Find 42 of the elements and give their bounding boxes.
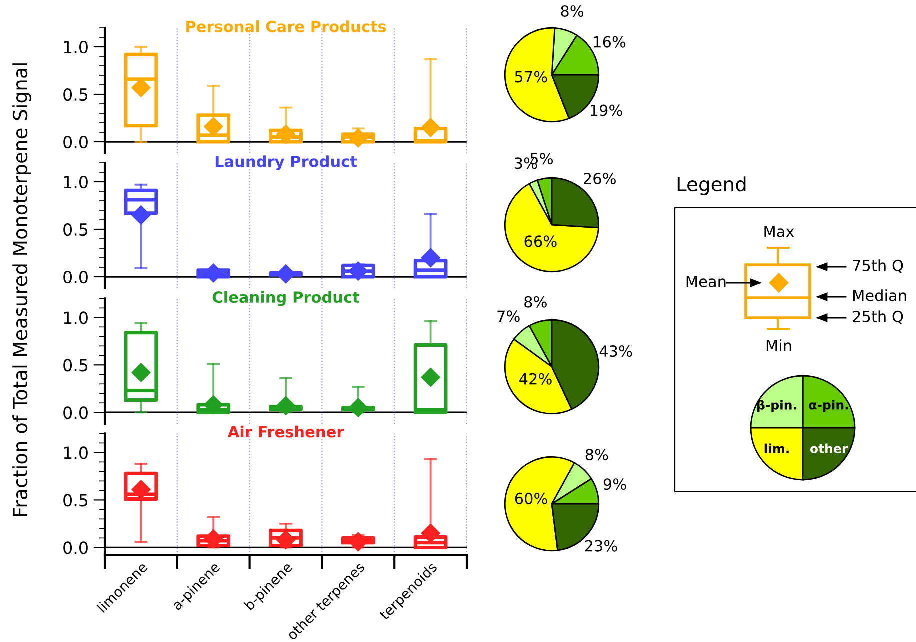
y-tick-label: 0.0	[64, 136, 88, 149]
y-axis-title: Fraction of Total Measured Monoterpene Signal	[12, 64, 32, 516]
y-tick-label: 0.5	[64, 223, 88, 236]
y-tick-label: 0.5	[64, 494, 88, 507]
chart-title: Air Freshener	[228, 426, 344, 438]
data-label: 60%	[515, 492, 548, 504]
y-tick-label: 0.0	[64, 270, 88, 284]
data-label: 42%	[520, 373, 552, 385]
chart-title: Laundry Product	[216, 156, 358, 171]
y-tick-label: 1.0	[64, 176, 88, 189]
data-label: 8%	[524, 296, 547, 308]
chart-title: Personal Care Products	[186, 20, 386, 32]
slice-label: lim.	[764, 444, 789, 454]
data-label: 19%	[590, 104, 622, 116]
data-label: 57%	[515, 71, 548, 83]
y-tick-label: 1.0	[64, 446, 88, 460]
data-label: 23%	[585, 540, 618, 552]
data-label: 8%	[561, 5, 584, 18]
data-label: 7%	[498, 310, 520, 322]
text: Median	[854, 290, 906, 302]
data-label: 43%	[600, 346, 632, 358]
y-tick-label: 1.0	[64, 40, 88, 54]
text: 25th Q	[853, 310, 904, 324]
text: Legend	[678, 176, 746, 196]
y-tick-label: 0.0	[64, 406, 88, 420]
chart-title: Cleaning Product	[212, 291, 360, 306]
data-label: 16%	[594, 36, 626, 48]
data-label: 26%	[584, 172, 616, 185]
slice-label: α-pin.	[809, 400, 848, 412]
text: Max	[764, 226, 794, 238]
y-tick-label: 0.0	[64, 542, 88, 554]
slice-label: β-pin.	[758, 400, 796, 412]
data-label: 8%	[586, 449, 608, 461]
text: Mean	[686, 276, 726, 288]
y-tick-label: 0.5	[64, 88, 88, 102]
slice-label: other	[810, 444, 848, 454]
data-label: 9%	[604, 478, 626, 490]
data-label: 66%	[524, 236, 557, 248]
y-tick-label: 1.0	[64, 312, 88, 324]
text: Min	[766, 340, 792, 352]
y-tick-label: 0.5	[64, 359, 88, 372]
text: 75th Q	[853, 260, 904, 274]
